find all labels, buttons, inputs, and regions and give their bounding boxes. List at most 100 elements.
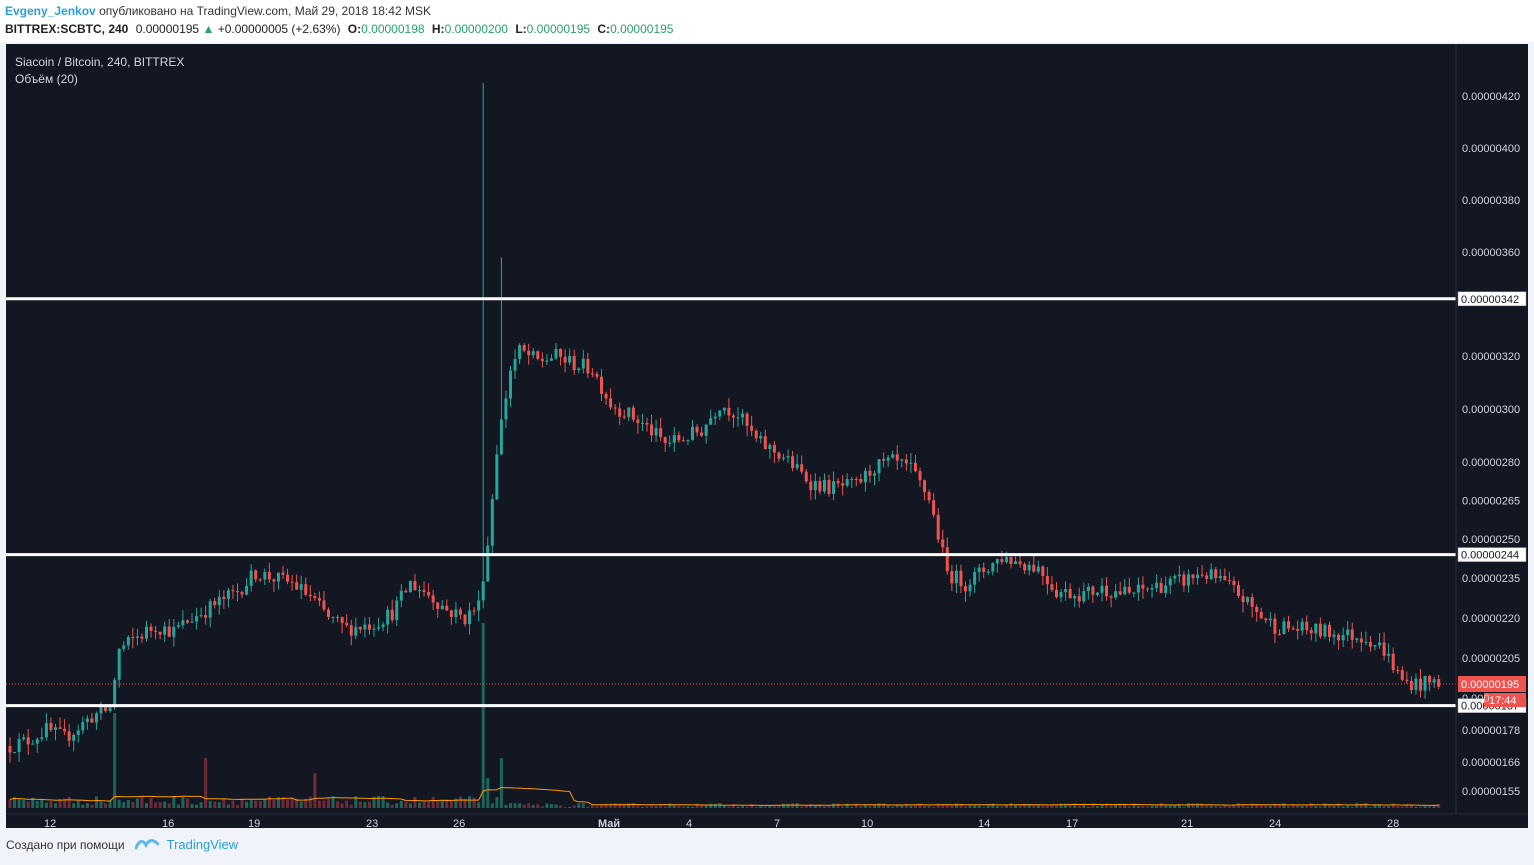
candlestick-chart[interactable]: 0.00000420 0.00000400 0.00000380 0.00000360… [6,44,1528,828]
candle-body [782,457,785,459]
volume-bar [959,804,963,808]
x-tick-label: 21 [1181,818,1193,828]
volume-bar [395,803,399,808]
volume-bar [427,801,431,808]
candle-body [167,626,171,637]
volume-bar [1105,803,1109,808]
candle-body [709,418,713,425]
volume-indicator-label[interactable]: Объём (20) [15,72,78,86]
candle-body [276,572,280,582]
candle-body [841,483,845,486]
candle-body [913,462,917,472]
volume-bar [1396,806,1400,808]
tradingview-brand[interactable]: TradingView [166,837,239,852]
volume-bar [85,802,89,808]
y-tick-label: 0.00000166 [1462,757,1520,769]
candle-body [49,723,53,730]
chart-legend: Siacoin / Bitcoin, 240, BITTREX Объём (2… [15,54,184,88]
volume-bar [236,804,239,808]
candle-body [927,492,931,501]
y-tick-label: 0.00000250 [1462,534,1520,546]
tradingview-logo-icon[interactable] [134,836,160,853]
candle-body [768,444,772,449]
volume-bar [267,796,271,808]
candle-body [76,730,80,736]
candle-body [1318,623,1322,637]
y-tick-label: 0.00000380 [1462,195,1520,207]
low-label: L: [515,22,527,36]
volume-bar [536,804,540,808]
volume-bar [1359,803,1363,808]
volume-bar [1346,805,1350,808]
candle-body [226,590,230,599]
candle-body [859,479,863,483]
volume-bar [13,797,17,808]
volume-bar [986,804,990,808]
volume-bar [1400,806,1404,808]
volume-bar [1341,806,1345,808]
volume-bar [1009,803,1013,808]
candle-body [81,721,85,731]
candle-body [1314,623,1318,634]
volume-bar [1168,805,1172,808]
volume-bar [1405,804,1409,808]
candle-body [1400,670,1404,680]
level-label-box [1457,547,1527,562]
volume-bar [113,713,117,808]
volume-bar [1355,803,1359,808]
candle-body [449,610,453,617]
volume-bar [845,803,849,808]
candle-body [1350,629,1354,640]
volume-bar [1045,805,1049,808]
candle-body [40,737,44,740]
volume-bar [1186,803,1190,808]
candle-body [190,621,194,623]
candle-body [1064,589,1068,593]
candle-body [1232,580,1236,586]
volume-bar [1328,804,1331,808]
candle-body [1100,585,1104,593]
candle-body [1391,653,1395,670]
candle-body [545,360,549,362]
candle-body [131,637,135,639]
volume-bar [822,806,826,808]
volume-bar [1428,806,1432,808]
volume-bar [645,806,649,808]
y-tick-label: 0.00000205 [1462,653,1520,665]
volume-bar [1414,806,1418,808]
volume-bar [668,803,672,808]
volume-bar [190,803,194,808]
candle-body [877,459,881,474]
candle-body [1009,557,1013,565]
candle-body [568,355,572,363]
candle-body [531,351,535,356]
candle-body [640,422,644,424]
volume-bar [22,799,26,808]
volume-bar [736,806,740,808]
candle-body [1332,634,1336,637]
chart-panel[interactable]: 0.00000420 0.00000400 0.00000380 0.00000360… [6,44,1528,828]
volume-bar [1437,803,1441,808]
candle-body [358,626,362,630]
volume-bar [1086,806,1090,808]
volume-bar [449,800,453,808]
candle-body [1419,678,1422,691]
volume-bar [495,797,499,808]
candle-body [299,584,303,590]
volume-bar [518,803,522,808]
volume-bar [1132,803,1136,808]
author-link[interactable]: Evgeny_Jenkov [5,4,96,18]
candle-body [1150,587,1154,590]
volume-bar [258,801,262,808]
candle-body [363,624,367,630]
volume-bar [172,796,176,808]
candle-body [1109,596,1113,598]
volume-bar [1314,805,1318,808]
candle-body [1287,621,1291,629]
volume-bar [418,802,421,808]
volume-bar [286,799,290,808]
volume-bars [8,623,1441,808]
candle-body [577,368,581,371]
candle-body [1123,586,1127,595]
candle-body [572,355,576,371]
